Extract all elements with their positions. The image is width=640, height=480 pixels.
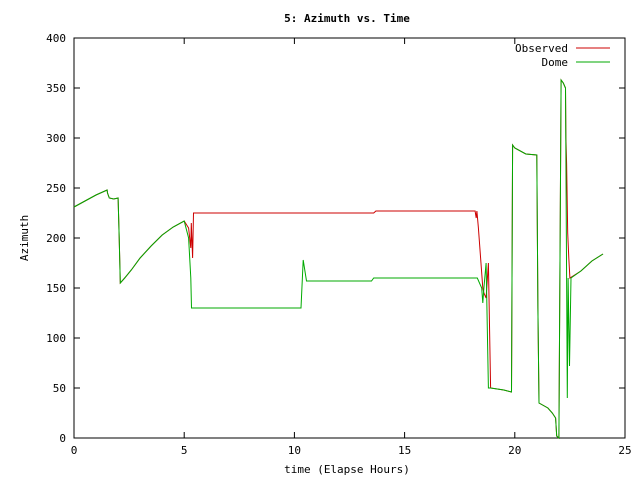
legend-label-dome: Dome <box>542 56 569 69</box>
plot-border <box>73 37 626 439</box>
series-line-observed <box>73 78 604 440</box>
y-tick-label: 0 <box>59 432 66 445</box>
y-tick-label: 300 <box>46 132 66 145</box>
y-tick-label: 150 <box>46 282 66 295</box>
y-tick-label: 350 <box>46 82 66 95</box>
series-layer <box>73 78 604 440</box>
x-tick-label: 25 <box>618 444 631 457</box>
y-axis-label: Azimuth <box>18 215 31 261</box>
x-tick-label: 10 <box>288 444 301 457</box>
y-tick-label: 100 <box>46 332 66 345</box>
x-axis-label: time (Elapse Hours) <box>284 463 410 476</box>
y-tick-label: 50 <box>53 382 66 395</box>
legend-label-observed: Observed <box>515 42 568 55</box>
series-line-dome <box>73 78 604 440</box>
chart-title: 5: Azimuth vs. Time <box>284 12 410 25</box>
y-tick-label: 400 <box>46 32 66 45</box>
x-tick-label: 5 <box>181 444 188 457</box>
y-tick-label: 200 <box>46 232 66 245</box>
x-tick-label: 0 <box>71 444 78 457</box>
x-tick-label: 15 <box>398 444 411 457</box>
x-tick-label: 20 <box>508 444 521 457</box>
y-tick-label: 250 <box>46 182 66 195</box>
